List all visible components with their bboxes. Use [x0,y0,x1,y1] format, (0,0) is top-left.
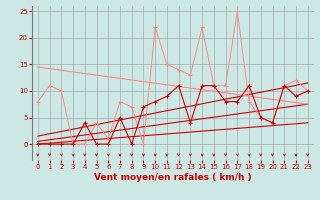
X-axis label: Vent moyen/en rafales ( km/h ): Vent moyen/en rafales ( km/h ) [94,173,252,182]
